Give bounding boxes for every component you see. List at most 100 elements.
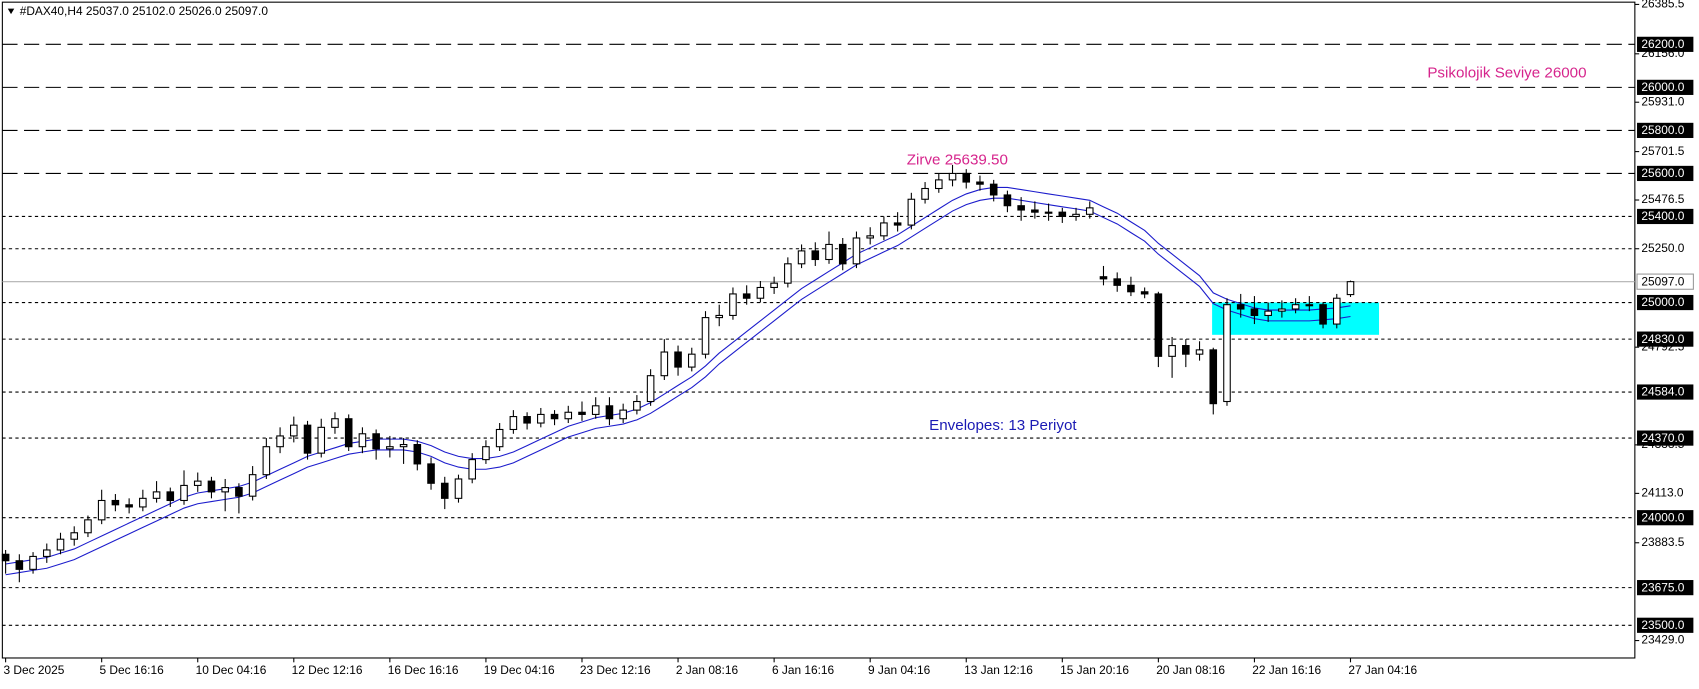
candle-body <box>468 459 476 480</box>
candle-body <box>660 351 669 377</box>
candle-body <box>125 504 133 508</box>
candle-body <box>1127 284 1135 293</box>
candle-body <box>358 433 367 448</box>
x-tick-label: 15 Jan 20:16 <box>1060 663 1129 677</box>
candle-body <box>633 400 641 411</box>
level-label-box <box>1637 122 1694 138</box>
candle-body <box>1140 291 1149 295</box>
candle-body <box>591 405 600 415</box>
level-label: 23675.0 <box>1641 580 1684 594</box>
y-tick-label: 25250.0 <box>1641 241 1684 255</box>
candle-body <box>893 222 902 226</box>
candle-body <box>1017 205 1025 211</box>
level-label: 26000.0 <box>1641 80 1684 94</box>
y-tick-label: 26385.5 <box>1641 0 1684 11</box>
candle-body <box>811 250 820 261</box>
candle-body <box>976 181 984 185</box>
candle-body <box>605 405 614 420</box>
x-tick-label: 6 Jan 16:16 <box>772 663 835 677</box>
y-tick-label: 23883.5 <box>1641 535 1684 549</box>
x-tick-label: 20 Jan 08:16 <box>1156 663 1225 677</box>
x-tick-label: 2 Jan 08:16 <box>676 663 739 677</box>
candle-body <box>29 555 37 570</box>
envelope-lower <box>5 197 1351 576</box>
annotation: Zirve 25639.50 <box>907 151 1008 168</box>
x-tick-label: 23 Dec 12:16 <box>580 663 651 677</box>
candle-body <box>495 428 504 448</box>
candle-body <box>687 353 696 368</box>
candle-body <box>1223 304 1231 403</box>
candle-body <box>962 172 971 183</box>
candle-body <box>838 243 847 265</box>
candle-body <box>42 549 51 557</box>
candle-body <box>235 487 243 497</box>
candle-body <box>193 480 202 486</box>
candle-body <box>1085 207 1094 215</box>
candle-body <box>221 487 229 493</box>
candle-body <box>248 474 257 497</box>
candle-body <box>852 237 861 265</box>
candle-body <box>715 314 724 319</box>
candle-body <box>921 187 929 200</box>
candle-body <box>742 293 751 299</box>
candle-body <box>317 426 326 454</box>
candle-body <box>825 243 833 261</box>
y-tick-label: 25476.5 <box>1641 192 1684 206</box>
candle-body <box>84 519 92 534</box>
candle-body <box>578 411 586 415</box>
candle-body <box>15 560 24 570</box>
level-label-box <box>1637 510 1694 526</box>
x-tick-label: 27 Jan 04:16 <box>1348 663 1417 677</box>
level-label: 26200.0 <box>1641 37 1684 51</box>
candle-body <box>989 183 998 196</box>
candle-body <box>372 433 380 450</box>
x-tick-label: 22 Jan 16:16 <box>1252 663 1321 677</box>
candle-body <box>303 424 312 454</box>
candle-body <box>454 478 463 499</box>
level-label: 23500.0 <box>1641 618 1684 632</box>
candle-body <box>56 538 65 551</box>
candle-body <box>866 235 874 239</box>
candle-body <box>1332 297 1341 325</box>
candle-body <box>646 375 655 403</box>
candle-body <box>427 463 435 484</box>
level-label-box <box>1637 165 1694 182</box>
x-tick-label: 16 Dec 16:16 <box>388 663 459 677</box>
candle-body <box>1168 345 1176 357</box>
candle-body <box>907 198 916 226</box>
y-tick-label: 23429.0 <box>1641 633 1684 647</box>
candle-body <box>413 444 422 465</box>
x-tick-label: 5 Dec 16:16 <box>100 663 165 677</box>
candle-body <box>1209 349 1218 405</box>
plot-frame <box>1 1 1636 659</box>
candle-body <box>111 499 120 506</box>
header-arrow <box>7 8 15 15</box>
level-label-box <box>1637 208 1694 225</box>
candle-body <box>674 351 682 368</box>
level-label-box <box>1637 79 1694 95</box>
candle-body <box>1319 304 1327 325</box>
candle-body <box>276 435 284 448</box>
candle-body <box>770 282 778 289</box>
level-label: 25600.0 <box>1641 166 1684 180</box>
candle-body <box>1250 308 1259 316</box>
candle-body <box>139 497 147 508</box>
candle-body <box>1 553 10 562</box>
candle-body <box>550 413 559 420</box>
x-tick-label: 9 Jan 04:16 <box>868 663 931 677</box>
candle-body <box>880 222 888 237</box>
y-tick-label: 25701.5 <box>1641 144 1684 158</box>
level-label: 25000.0 <box>1641 295 1684 309</box>
candle-body <box>1113 278 1121 286</box>
level-label: 25800.0 <box>1641 123 1684 137</box>
last-price-label: 25097.0 <box>1641 274 1684 288</box>
candle-body <box>1182 345 1190 355</box>
candle-body <box>729 293 737 316</box>
candle-body <box>564 411 573 420</box>
annotation: Envelopes: 13 Periyot <box>929 417 1077 434</box>
candle-body <box>152 491 161 499</box>
candle-body <box>1072 213 1080 218</box>
candle-body <box>97 499 106 521</box>
